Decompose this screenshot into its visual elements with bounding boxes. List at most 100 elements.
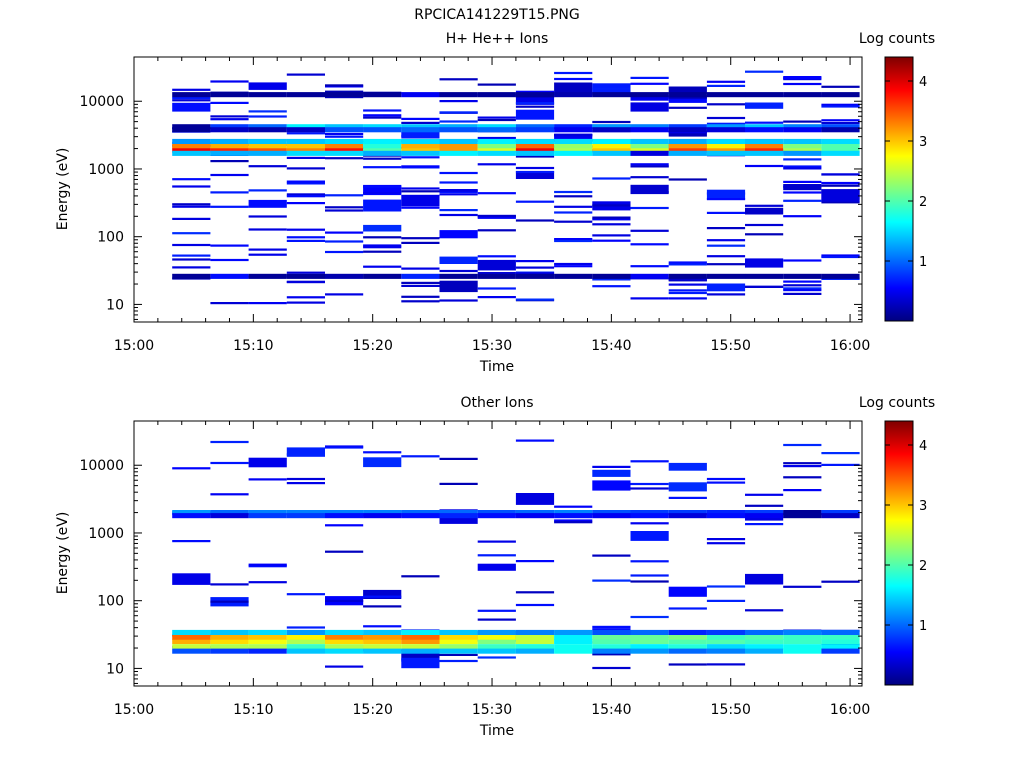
heatmap-cell [745, 204, 784, 207]
heatmap-cell [477, 644, 516, 650]
heatmap-cell [172, 143, 211, 149]
heatmap-cell [439, 256, 478, 264]
heatmap-cell [706, 644, 746, 650]
heatmap-cell [821, 184, 860, 187]
heatmap-cell [210, 101, 249, 104]
heatmap-cell [706, 103, 746, 106]
heatmap-cell [821, 85, 860, 88]
heatmap-cell [286, 644, 325, 650]
heatmap-cell [554, 150, 593, 156]
heatmap-cell [401, 127, 440, 133]
heatmap-cell [248, 478, 287, 481]
heatmap-cell [821, 255, 860, 259]
heatmap-cell [821, 638, 860, 644]
heatmap-cell [439, 190, 478, 193]
heatmap-cell [210, 124, 249, 130]
heatmap-cell [477, 127, 516, 133]
heatmap-cell [592, 87, 631, 90]
heatmap-cell [592, 469, 631, 477]
heatmap-cell [706, 663, 746, 666]
heatmap-cell [248, 110, 287, 113]
heatmap-cell [706, 138, 746, 144]
heatmap-cell [401, 634, 440, 640]
heatmap-cell [439, 457, 478, 460]
heatmap-cell [477, 124, 516, 130]
heatmap-cell [477, 192, 516, 195]
heatmap-cell [745, 223, 784, 227]
heatmap-cell [477, 138, 516, 144]
heatmap-cell [477, 147, 516, 153]
heatmap-cell [515, 634, 555, 640]
heatmap-cell [325, 648, 364, 654]
heatmap-cell [172, 185, 211, 188]
heatmap-cell [401, 513, 440, 519]
heatmap-cell [172, 540, 211, 543]
heatmap-cell [477, 215, 516, 218]
heatmap-cell [668, 289, 707, 292]
heatmap-cell [286, 482, 325, 485]
heatmap-cell [668, 663, 707, 666]
heatmap-cell [325, 138, 364, 144]
heatmap-cell [668, 143, 707, 149]
heatmap-cell [745, 273, 784, 279]
heatmap-cell [439, 638, 478, 644]
heatmap-cell [554, 513, 593, 519]
heatmap-cell [554, 82, 593, 95]
heatmap-cell [821, 119, 860, 122]
heatmap-cell [439, 629, 478, 635]
colorbar-tick-label: 3 [919, 499, 927, 514]
heatmap-cell [745, 92, 784, 98]
heatmap-cell [668, 634, 707, 640]
heatmap-cell [554, 127, 593, 133]
heatmap-cell [210, 147, 249, 153]
heatmap-cell [630, 147, 669, 153]
heatmap-cell [210, 440, 249, 444]
x-tick-label: 15:40 [591, 338, 631, 354]
heatmap-cell [325, 550, 364, 553]
heatmap-cell [286, 447, 325, 457]
heatmap-cell [745, 504, 784, 507]
heatmap-cell [706, 189, 746, 200]
heatmap-cell [248, 638, 287, 644]
heatmap-cell [363, 109, 402, 112]
heatmap-cell [477, 563, 516, 571]
heatmap-cell [325, 206, 364, 209]
heatmap-cell [439, 514, 478, 524]
colorbar-tick-label: 2 [919, 559, 927, 574]
heatmap-cell [248, 634, 287, 640]
heatmap-cell [706, 510, 746, 516]
heatmap-cell [706, 648, 746, 654]
heatmap-cell [630, 513, 669, 519]
heatmap-cell [286, 301, 325, 304]
heatmap-cell [210, 258, 249, 262]
heatmap-cell [554, 239, 593, 243]
heatmap-cell [248, 165, 287, 168]
heatmap-cell [630, 102, 669, 112]
heatmap-cell [630, 76, 669, 79]
heatmap-cell [210, 160, 249, 163]
heatmap-cell [783, 215, 822, 218]
heatmap-cell [248, 115, 287, 118]
heatmap-cell [172, 232, 211, 235]
x-axis: 15:00 15:10 15:20 15:30 15:40 15:50 16:00 [114, 421, 870, 718]
heatmap-cell [592, 625, 631, 628]
heatmap-cell [554, 638, 593, 644]
heatmap-cell [783, 289, 822, 292]
heatmap-cell [248, 510, 287, 516]
y-tick-label: 10 [106, 297, 124, 313]
heatmap-cell [706, 283, 746, 292]
heatmap-cell [745, 609, 784, 612]
heatmap-cell [439, 143, 478, 149]
heatmap-cell [783, 143, 822, 149]
heatmap-cell [554, 147, 593, 153]
heatmap-cell [668, 261, 707, 264]
heatmap-cell [477, 83, 516, 86]
heatmap-cell [515, 219, 555, 222]
y-axis: 10 100 1000 10000 [79, 458, 862, 684]
heatmap-cell [286, 626, 325, 629]
x-tick-label: 16:00 [830, 338, 870, 354]
y-tick-label: 10000 [79, 94, 124, 110]
heatmap-cell [745, 233, 784, 236]
heatmap-cell [630, 510, 669, 516]
heatmap-cell [821, 182, 860, 185]
